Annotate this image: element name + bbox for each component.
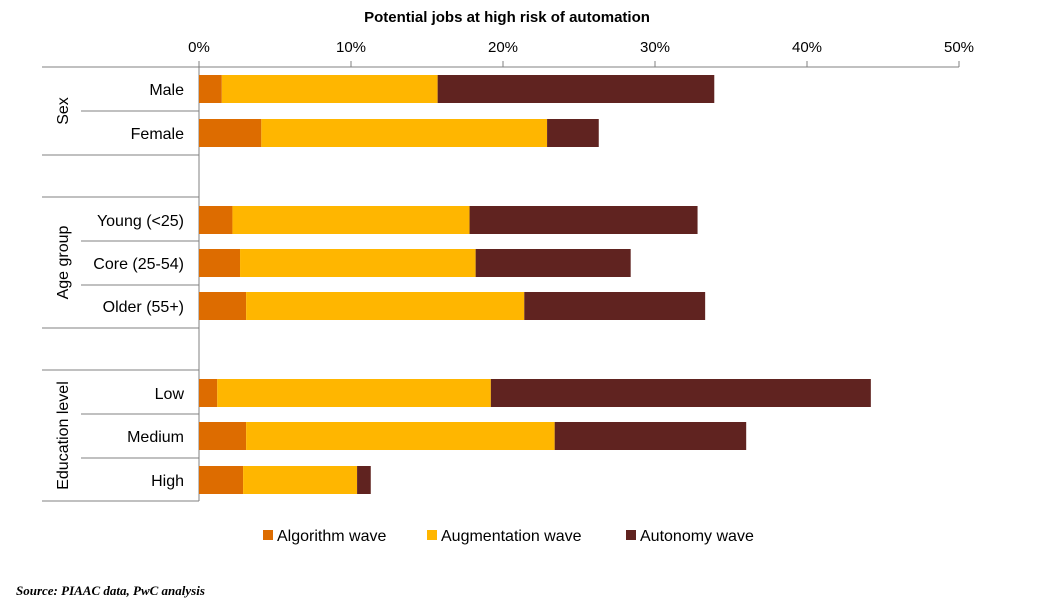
group-label: Sex [55,97,72,125]
bar-algorithm-wave [199,119,262,147]
bar-algorithm-wave [199,249,241,277]
x-tick-label: 40% [792,39,822,56]
source-note: Source: PIAAC data, PwC analysis [16,583,205,598]
bar-autonomy-wave [547,119,599,147]
bar-augmentation-wave [246,292,525,320]
bar-autonomy-wave [490,379,871,407]
category-label: Older (55+) [103,299,184,316]
category-label: Low [155,386,185,403]
bar-autonomy-wave [475,249,631,277]
legend-swatch [263,530,273,540]
group-label: Age group [55,225,72,299]
legend-swatch [626,530,636,540]
bar-augmentation-wave [243,466,358,494]
bar-algorithm-wave [199,379,218,407]
bar-algorithm-wave [199,206,233,234]
bar-algorithm-wave [199,292,247,320]
bar-augmentation-wave [246,422,555,450]
bar-autonomy-wave [524,292,706,320]
bar-autonomy-wave [554,422,747,450]
category-label: High [151,473,184,490]
group-label: Education level [55,381,72,490]
legend-label: Autonomy wave [640,528,754,545]
category-label: Core (25-54) [93,256,184,273]
bar-autonomy-wave [357,466,371,494]
x-tick-label: 20% [488,39,518,56]
legend-label: Algorithm wave [277,528,386,545]
legend-label: Augmentation wave [441,528,582,545]
x-tick-label: 30% [640,39,670,56]
bar-autonomy-wave [469,206,698,234]
x-tick-label: 0% [188,39,210,56]
legend-swatch [427,530,437,540]
bar-augmentation-wave [232,206,470,234]
bar-autonomy-wave [437,75,715,103]
x-tick-label: 10% [336,39,366,56]
chart-title: Potential jobs at high risk of automatio… [364,9,650,26]
bar-augmentation-wave [261,119,548,147]
bar-algorithm-wave [199,466,244,494]
category-label: Young (<25) [97,213,184,230]
bar-augmentation-wave [240,249,476,277]
category-label: Medium [127,429,184,446]
bar-algorithm-wave [199,422,247,450]
bar-algorithm-wave [199,75,222,103]
x-tick-label: 50% [944,39,974,56]
category-label: Female [131,126,184,143]
bar-augmentation-wave [217,379,491,407]
bar-augmentation-wave [221,75,438,103]
category-label: Male [149,82,184,99]
